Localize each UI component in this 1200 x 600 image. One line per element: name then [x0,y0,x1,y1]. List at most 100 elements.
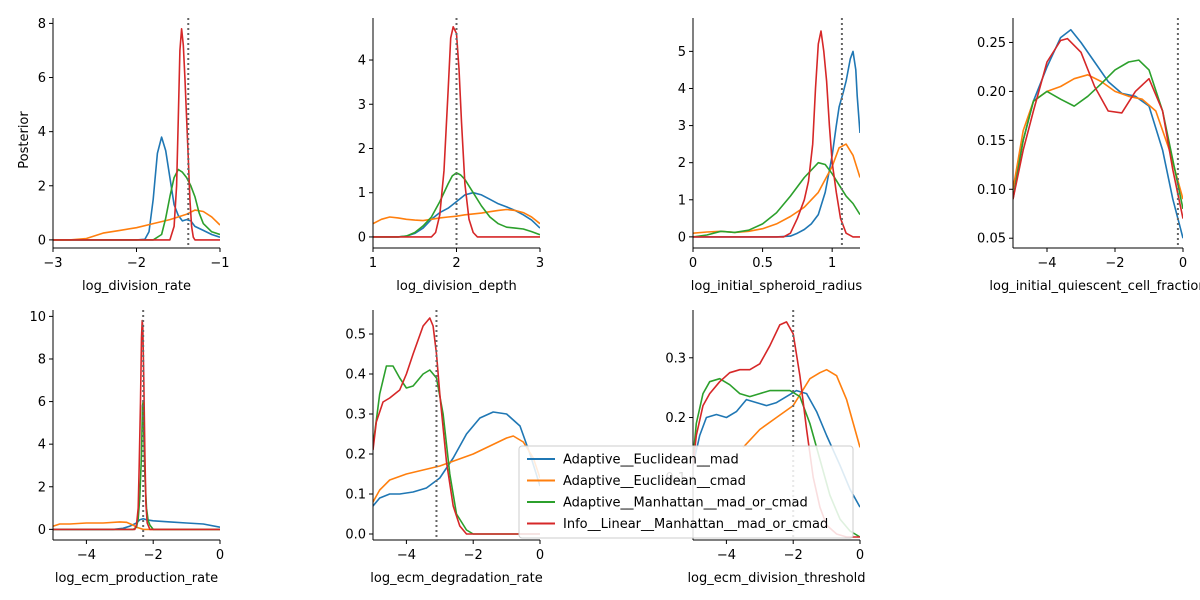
y-tick-label: 0.05 [977,232,1006,247]
y-tick-label: 1 [678,193,686,208]
x-axis-label: log_ecm_division_threshold [687,571,865,586]
y-tick-label: 0.2 [345,448,366,463]
series-line-3 [373,172,540,238]
series-group [373,317,540,535]
y-tick-label: 0.25 [977,36,1006,51]
y-tick-label: 0.15 [977,134,1006,149]
y-tick-label: 6 [38,395,46,410]
series-line-4 [373,317,540,535]
y-tick-label: 0.3 [665,351,686,366]
x-axis-label: log_ecm_production_rate [55,571,218,586]
x-tick-label: 1 [369,256,377,271]
series-line-2 [53,521,220,531]
x-tick-label: −2 [144,548,163,563]
legend-label: Adaptive__Manhattan__mad_or_cmad [563,496,808,511]
x-tick-label: −2 [127,256,146,271]
y-tick-label: 5 [678,45,686,60]
y-tick-label: 0 [38,233,46,248]
y-tick-label: 0 [678,230,686,245]
series-line-3 [53,168,220,241]
y-tick-label: 10 [29,310,46,325]
subplot-5: −4 −2 0 0 2 4 6 8 10 log_ecm_production_rate [29,310,224,586]
subplot-4: −4 −2 0 0.05 0.10 0.15 0.20 0.25 log_initial_qui… [977,18,1200,294]
x-axis-label: log_division_rate [82,279,191,294]
series-line-3 [1013,59,1183,210]
x-tick-label: −1 [210,256,229,271]
y-tick-label: 3 [358,98,366,113]
series-line-4 [53,27,220,241]
y-tick-label: 4 [358,54,366,69]
legend-label: Info__Linear__Manhattan__mad_or_cmad [563,517,828,532]
y-tick-label: 2 [358,142,366,157]
x-tick-label: 0.5 [752,256,773,271]
subplot-1: −3 −2 −1 0 2 4 6 8 log_division_rate [38,17,230,294]
legend: Adaptive__Euclidean__mad Adaptive__Euclid… [518,445,854,539]
subplot-3: 0 0.5 1 0 1 2 3 4 5 log_initial_spheroid_radius [678,18,863,294]
y-tick-label: 0.4 [345,368,366,383]
series-line-3 [373,365,540,535]
y-tick-label: 6 [38,71,46,86]
series-line-4 [53,319,220,531]
subplot-6: −4 −2 0 0.0 0.1 0.2 0.3 0.4 0.5 log_ecm_degradati… [345,310,544,586]
x-tick-label: 2 [452,256,460,271]
y-tick-label: 3 [678,119,686,134]
y-tick-label: 4 [38,125,46,140]
y-tick-label: 2 [678,156,686,171]
y-tick-label: 8 [38,352,46,367]
x-axis-label: log_initial_spheroid_radius [691,279,863,294]
y-tick-label: 2 [38,480,46,495]
series-line-1 [693,50,860,238]
series-line-1 [1013,28,1183,239]
x-tick-label: 1 [828,256,836,271]
series-line-1 [693,389,860,508]
series-group [53,27,220,241]
series-line-1 [53,136,220,241]
x-tick-label: −2 [1105,256,1124,271]
x-tick-label: −3 [43,256,62,271]
series-line-2 [373,208,540,225]
series-line-3 [693,161,860,238]
x-tick-label: 3 [536,256,544,271]
x-tick-label: −4 [717,548,736,563]
series-line-1 [53,517,220,531]
series-group [1013,28,1183,239]
y-tick-label: 0.20 [977,85,1006,100]
y-tick-label: 0.3 [345,408,366,423]
x-axis-label: log_initial_quiescent_cell_fraction [989,279,1200,294]
y-tick-label: 0 [358,230,366,245]
series-line-2 [53,209,220,241]
series-line-4 [693,30,860,238]
y-tick-label: 0.5 [345,328,366,343]
x-axis-label: log_division_depth [396,279,516,294]
y-tick-label: 0 [38,523,46,538]
y-tick-label: 8 [38,17,46,32]
y-tick-label: 2 [38,179,46,194]
x-tick-label: 0 [536,548,544,563]
series-line-2 [693,143,860,234]
series-line-1 [373,411,540,507]
y-tick-label: 4 [678,82,686,97]
series-line-3 [53,400,220,531]
x-tick-label: 0 [1179,256,1187,271]
legend-label: Adaptive__Euclidean__mad [563,453,739,468]
x-tick-label: −2 [784,548,803,563]
series-group [693,30,860,238]
legend-box [518,445,854,539]
y-tick-label: 0.10 [977,183,1006,198]
x-tick-label: 0 [856,548,864,563]
series-line-2 [373,435,540,503]
x-tick-label: 0 [689,256,697,271]
series-line-4 [1013,37,1183,219]
y-tick-label: 0.0 [345,528,366,543]
x-tick-label: −2 [464,548,483,563]
series-line-2 [742,368,860,448]
x-axis-label: log_ecm_degradation_rate [370,571,542,586]
series-group [53,319,220,531]
y-tick-label: 1 [358,186,366,201]
x-tick-label: −4 [397,548,416,563]
x-tick-label: 0 [216,548,224,563]
legend-label: Adaptive__Euclidean__cmad [563,474,746,489]
